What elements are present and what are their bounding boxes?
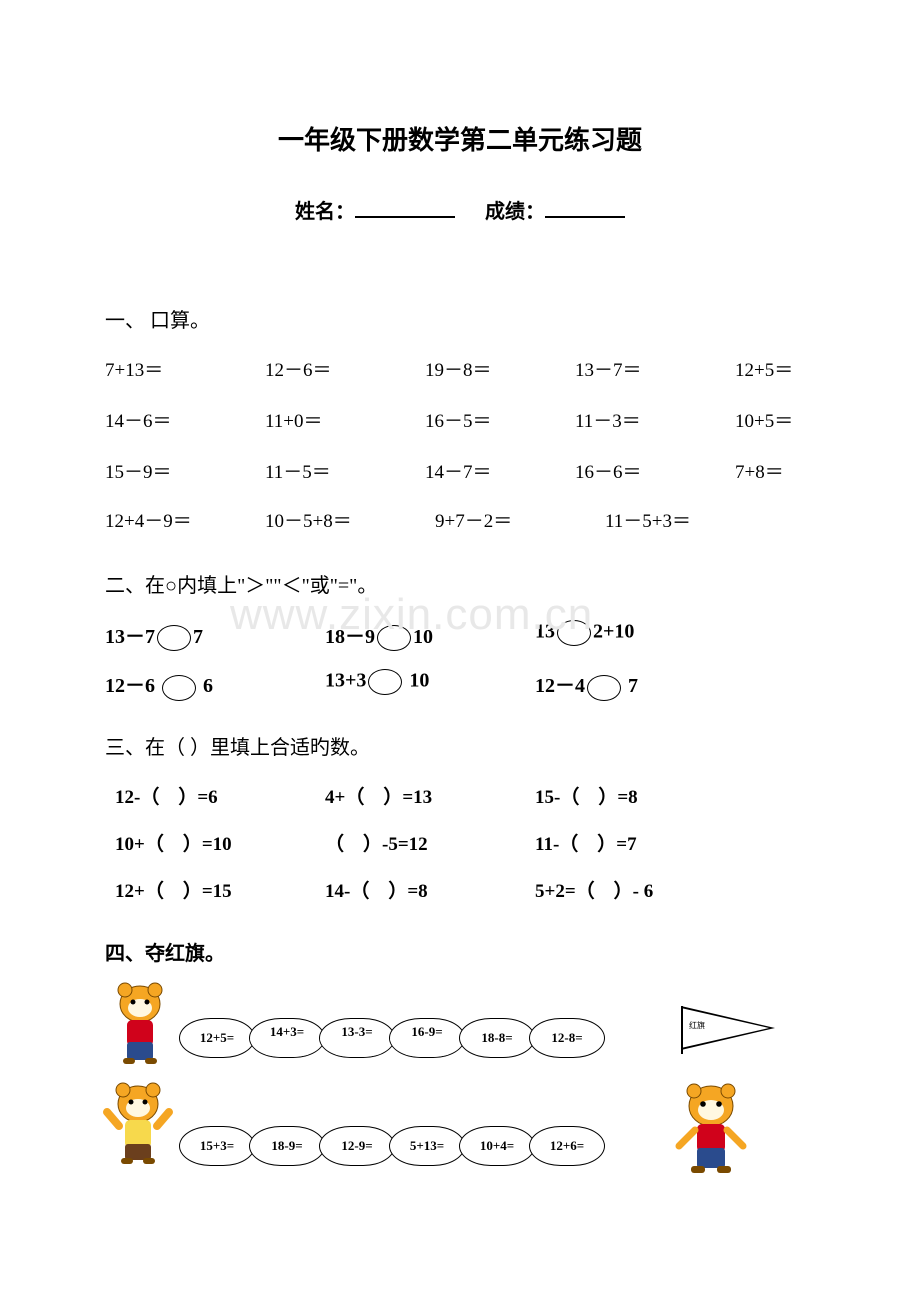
calc-bubble[interactable]: 10+4= [459,1126,535,1166]
compare-blank[interactable] [162,675,196,701]
compare-item: 13+3 10 [325,669,535,700]
q1-cell: 16－6＝ [575,457,735,484]
q1-cell: 12－6＝ [265,355,425,382]
name-label: 姓名： [295,201,355,223]
fill-blank: 5+2=（ ）- 6 [535,876,745,903]
flag-label: 红旗 [689,1020,705,1031]
fill-blank: 4+（ ）=13 [325,782,535,809]
fill-blank: 11-（ ）=7 [535,829,745,856]
q1-cell: 7+8＝ [735,457,825,484]
section2-heading: 二、在○内填上"＞""＜"或"="。 [105,569,815,598]
compare-blank[interactable] [377,625,411,651]
section3-grid: 12-（ ）=6 4+（ ）=13 15-（ ）=8 10+（ ）=10 （ ）… [115,782,815,903]
calc-bubble[interactable]: 12-9= [319,1126,395,1166]
q1-cell: 11－3＝ [575,406,735,433]
compare-blank[interactable] [368,669,402,695]
q1-cell: 12+4－9＝ [105,506,265,533]
compare-blank[interactable] [557,620,591,646]
fill-blank: 12-（ ）=6 [115,782,325,809]
fill-blank: （ ）-5=12 [325,829,535,856]
calc-bubble[interactable]: 5+13= [389,1126,465,1166]
q1-cell: 15－9＝ [105,457,265,484]
calc-bubble[interactable]: 12+6= [529,1126,605,1166]
fill-blank: 15-（ ）=8 [535,782,745,809]
q1-cell: 10－5+8＝ [265,506,435,533]
section1-heading: 一、 口算。 [105,304,815,333]
section1-last-row: 12+4－9＝ 10－5+8＝ 9+7－2＝ 11－5+3＝ [105,506,815,533]
section1-grid: 7+13＝ 12－6＝ 19－8＝ 13－7＝ 12+5＝ 14－6＝ 11+0… [105,355,815,484]
compare-item: 12－6 6 [105,669,325,700]
q1-cell: 9+7－2＝ [435,506,605,533]
section4-heading: 四、夺红旗。 [105,937,815,966]
score-blank[interactable] [545,198,625,218]
fill-blank: 10+（ ）=10 [115,829,325,856]
q1-cell: 11－5＝ [265,457,425,484]
fill-blank: 14-（ ）=8 [325,876,535,903]
q1-cell: 14－6＝ [105,406,265,433]
tiger-icon [103,982,177,1066]
q1-cell: 19－8＝ [425,355,575,382]
compare-blank[interactable] [587,675,621,701]
tiger-icon [101,1082,175,1166]
tiger-icon [669,1082,753,1176]
q1-cell: 7+13＝ [105,355,265,382]
calc-bubble[interactable]: 18-8= [459,1018,535,1058]
section3-heading: 三、在（ ）里填上合适旳数。 [105,731,815,760]
compare-item: 12－4 7 [535,669,735,700]
calc-bubble[interactable]: 18-9= [249,1126,325,1166]
page-title: 一年级下册数学第二单元练习题 [105,120,815,157]
q1-cell: 13－7＝ [575,355,735,382]
calc-bubble[interactable]: 15+3= [179,1126,255,1166]
student-info-line: 姓名： 成绩： [105,195,815,224]
calc-bubble[interactable]: 12+5= [179,1018,255,1058]
q1-cell: 11－5+3＝ [605,506,765,533]
bubble-row-2: 15+3= 18-9= 12-9= 5+13= 10+4= 12+6= [179,1126,605,1166]
section2-grid: 13－77 18－910 132+10 12－6 6 13+3 10 12－4 … [105,620,815,701]
q1-cell: 12+5＝ [735,355,825,382]
compare-item: 13－77 [105,620,325,651]
calc-bubble[interactable]: 14+3= [249,1018,325,1058]
q1-cell: 10+5＝ [735,406,825,433]
q1-cell: 16－5＝ [425,406,575,433]
calc-bubble[interactable]: 12-8= [529,1018,605,1058]
flag-icon: 红旗 [681,1006,781,1054]
q1-cell: 14－7＝ [425,457,575,484]
bubble-row-1: 12+5= 14+3= 13-3= 16-9= 18-8= 12-8= [179,1018,605,1058]
calc-bubble[interactable]: 16-9= [389,1018,465,1058]
compare-item: 18－910 [325,620,535,651]
compare-item: 132+10 [535,620,735,651]
name-blank[interactable] [355,198,455,218]
calc-bubble[interactable]: 13-3= [319,1018,395,1058]
compare-blank[interactable] [157,625,191,651]
q1-cell: 11+0＝ [265,406,425,433]
fill-blank: 12+（ ）=15 [115,876,325,903]
section4-area: 12+5= 14+3= 13-3= 16-9= 18-8= 12-8= 红旗 1… [105,988,815,1208]
score-label: 成绩： [485,201,545,223]
